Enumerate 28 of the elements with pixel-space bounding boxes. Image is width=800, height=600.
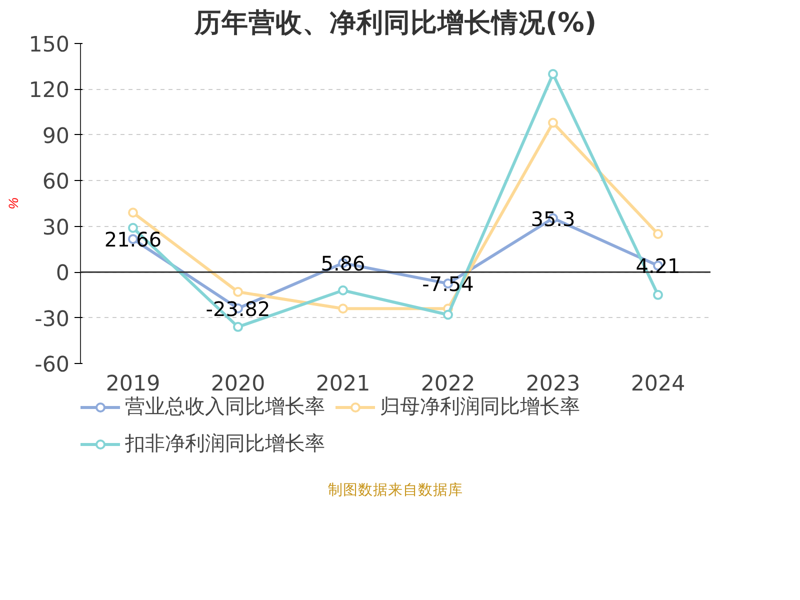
y-tick-label: 120 [28,78,70,104]
text: 制图数据来自数据库 [328,482,463,498]
point [233,286,243,297]
point [338,304,348,314]
point [233,322,243,332]
data-label: 5.86 [320,252,366,276]
y-tick-label: 60 [42,170,70,195]
legend-label: 扣非净利润同比增长率 [125,430,325,457]
y-axis-title: % [6,197,21,210]
data-label: 21.66 [104,228,162,252]
point [338,285,348,296]
data-label: 35.3 [530,206,576,231]
data-label: -23.82 [206,296,270,321]
y-tick-label: -60 [34,352,70,378]
y-tick-label: 150 [28,32,70,58]
point [548,68,558,79]
y-tick-label: 0 [56,261,70,286]
point [443,310,453,320]
point [548,118,558,128]
point [128,208,138,218]
x-tick-label: 2024 [630,372,686,396]
chart-title: 历年营收、净利同比增长情况(%) [193,8,597,38]
point [653,290,663,300]
point [653,228,663,239]
data-label: -7.54 [422,272,474,296]
y-tick-label: 90 [42,124,70,149]
y-tick-label: 30 [42,215,70,240]
y-tick-label: -30 [34,306,70,332]
